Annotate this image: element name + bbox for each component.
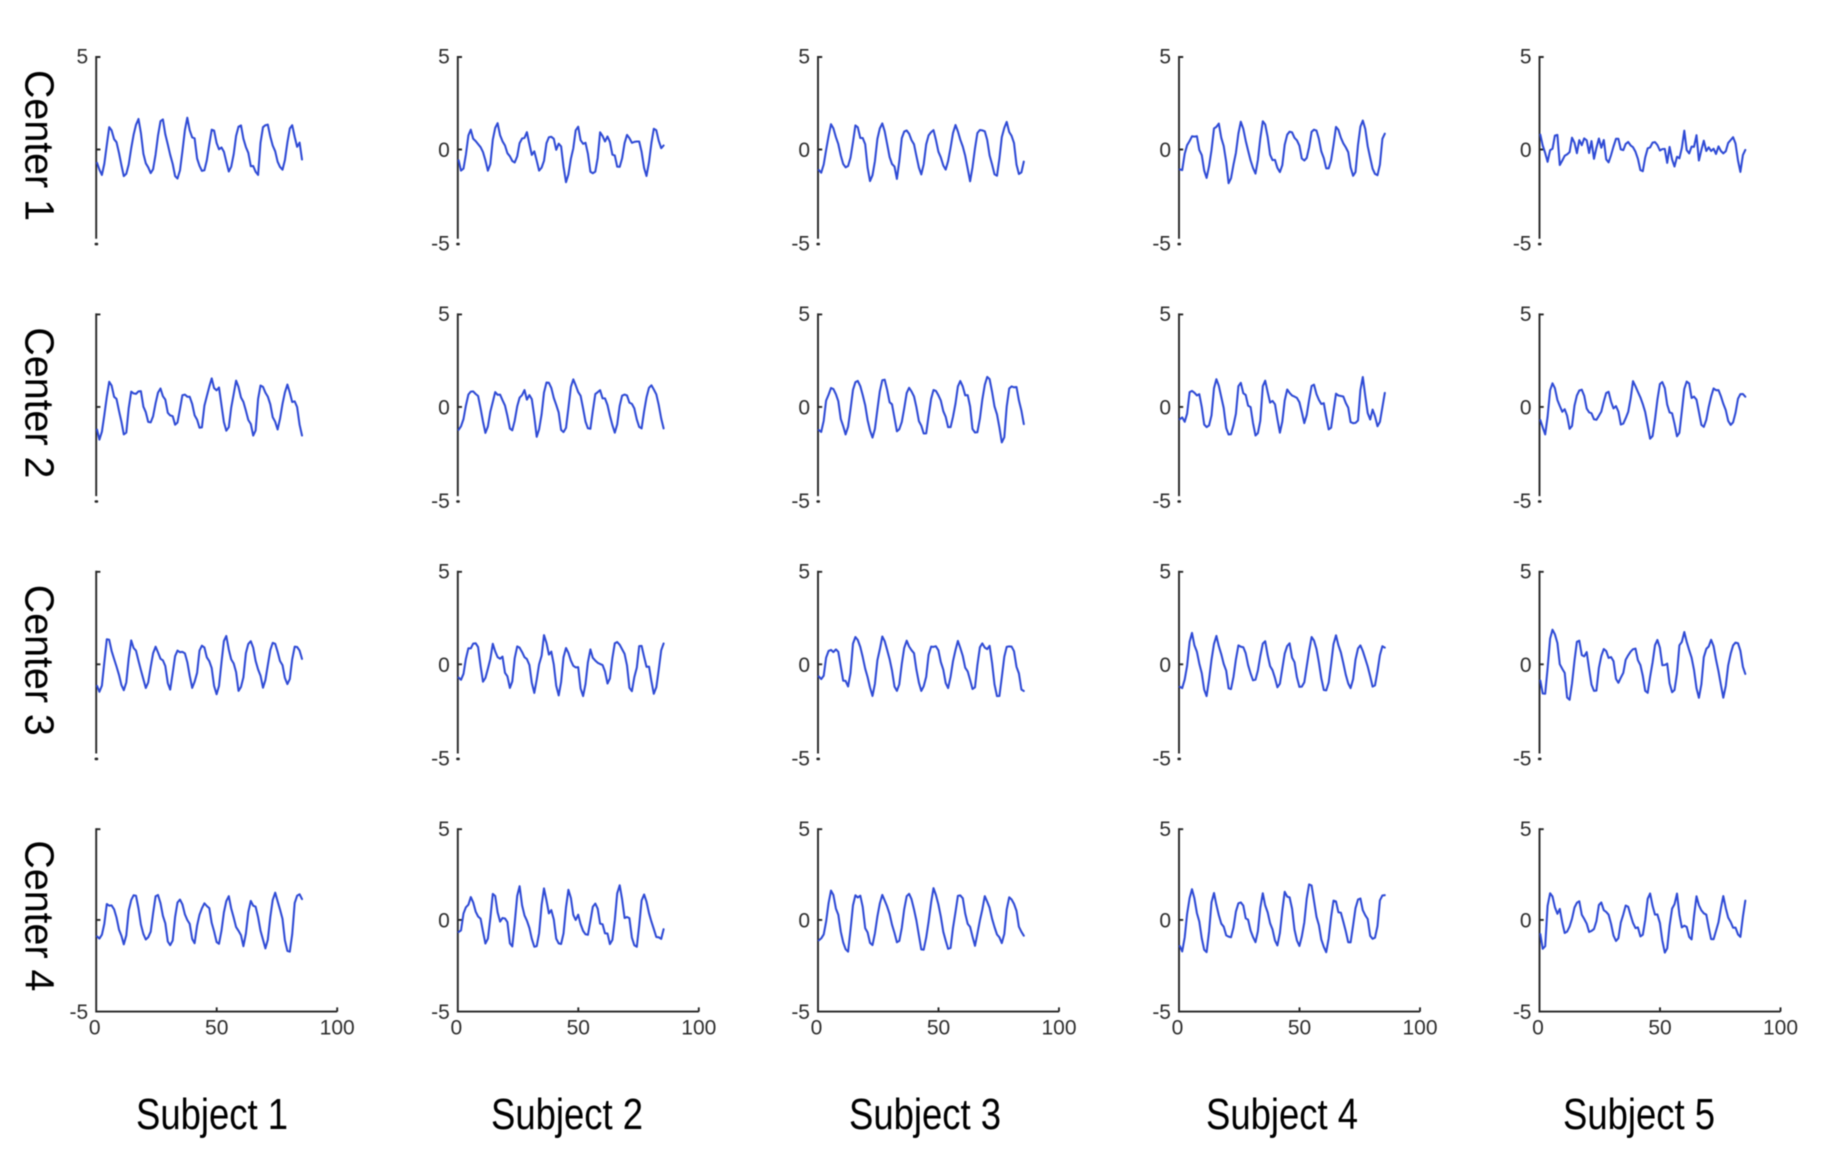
- svg-text:100: 100: [1041, 1017, 1076, 1040]
- svg-text:5: 5: [798, 818, 810, 841]
- svg-text:-5: -5: [1152, 490, 1171, 513]
- svg-text:0: 0: [811, 1017, 823, 1040]
- svg-text:-5: -5: [791, 233, 810, 256]
- svg-text:50: 50: [567, 1017, 590, 1040]
- svg-text:-5: -5: [1513, 1001, 1532, 1024]
- svg-text:100: 100: [681, 1017, 716, 1040]
- svg-text:0: 0: [798, 139, 810, 162]
- svg-text:-5: -5: [1152, 1001, 1171, 1024]
- svg-text:0: 0: [798, 397, 810, 420]
- svg-text:-5: -5: [1152, 233, 1171, 256]
- svg-text:-5: -5: [1513, 490, 1532, 513]
- svg-text:0: 0: [1172, 1017, 1184, 1040]
- svg-text:Center 4: Center 4: [17, 840, 63, 991]
- svg-text:100: 100: [1402, 1017, 1437, 1040]
- svg-text:5: 5: [438, 560, 450, 583]
- svg-text:0: 0: [1159, 654, 1171, 677]
- svg-text:-5: -5: [431, 1001, 450, 1024]
- svg-text:0: 0: [1159, 397, 1171, 420]
- svg-text:Center 1: Center 1: [17, 70, 63, 221]
- svg-text:Subject 4: Subject 4: [1206, 1090, 1358, 1139]
- svg-text:0: 0: [1520, 139, 1532, 162]
- svg-text:5: 5: [438, 303, 450, 326]
- svg-text:5: 5: [1159, 560, 1171, 583]
- svg-text:5: 5: [1159, 818, 1171, 841]
- svg-text:0: 0: [1520, 654, 1532, 677]
- svg-text:-5: -5: [431, 233, 450, 256]
- svg-text:Center 3: Center 3: [17, 585, 63, 736]
- svg-text:Center 2: Center 2: [17, 327, 63, 478]
- svg-text:-5: -5: [791, 1001, 810, 1024]
- svg-text:50: 50: [927, 1017, 950, 1040]
- svg-text:-5: -5: [431, 747, 450, 770]
- svg-text:Subject 5: Subject 5: [1563, 1090, 1715, 1139]
- svg-text:50: 50: [1648, 1017, 1671, 1040]
- svg-text:0: 0: [1520, 397, 1532, 420]
- svg-text:-5: -5: [791, 490, 810, 513]
- svg-text:5: 5: [798, 46, 810, 69]
- svg-text:50: 50: [1288, 1017, 1311, 1040]
- svg-text:Subject 1: Subject 1: [136, 1090, 288, 1139]
- svg-text:Subject 3: Subject 3: [849, 1090, 1001, 1139]
- svg-text:50: 50: [205, 1017, 228, 1040]
- svg-text:0: 0: [438, 139, 450, 162]
- svg-text:5: 5: [1520, 303, 1532, 326]
- svg-text:0: 0: [438, 910, 450, 933]
- svg-text:0: 0: [1159, 139, 1171, 162]
- svg-text:5: 5: [798, 303, 810, 326]
- svg-text:0: 0: [1159, 910, 1171, 933]
- svg-text:-5: -5: [1513, 233, 1532, 256]
- svg-text:-5: -5: [791, 747, 810, 770]
- svg-text:Subject 2: Subject 2: [491, 1090, 643, 1139]
- svg-text:5: 5: [1520, 46, 1532, 69]
- svg-text:0: 0: [450, 1017, 462, 1040]
- svg-text:5: 5: [1159, 46, 1171, 69]
- svg-text:100: 100: [320, 1017, 355, 1040]
- svg-text:-5: -5: [1152, 747, 1171, 770]
- svg-text:5: 5: [1520, 818, 1532, 841]
- svg-text:-5: -5: [431, 490, 450, 513]
- svg-text:5: 5: [798, 560, 810, 583]
- svg-text:5: 5: [1159, 303, 1171, 326]
- svg-text:100: 100: [1763, 1017, 1798, 1040]
- svg-text:5: 5: [1520, 560, 1532, 583]
- svg-text:-5: -5: [1513, 747, 1532, 770]
- svg-text:5: 5: [77, 46, 89, 69]
- svg-text:-5: -5: [70, 1001, 89, 1024]
- svg-text:0: 0: [1520, 910, 1532, 933]
- svg-text:0: 0: [89, 1017, 101, 1040]
- svg-text:0: 0: [798, 654, 810, 677]
- svg-text:0: 0: [438, 654, 450, 677]
- svg-text:0: 0: [798, 910, 810, 933]
- svg-text:5: 5: [438, 46, 450, 69]
- svg-text:5: 5: [438, 818, 450, 841]
- svg-text:0: 0: [1532, 1017, 1544, 1040]
- svg-text:0: 0: [438, 397, 450, 420]
